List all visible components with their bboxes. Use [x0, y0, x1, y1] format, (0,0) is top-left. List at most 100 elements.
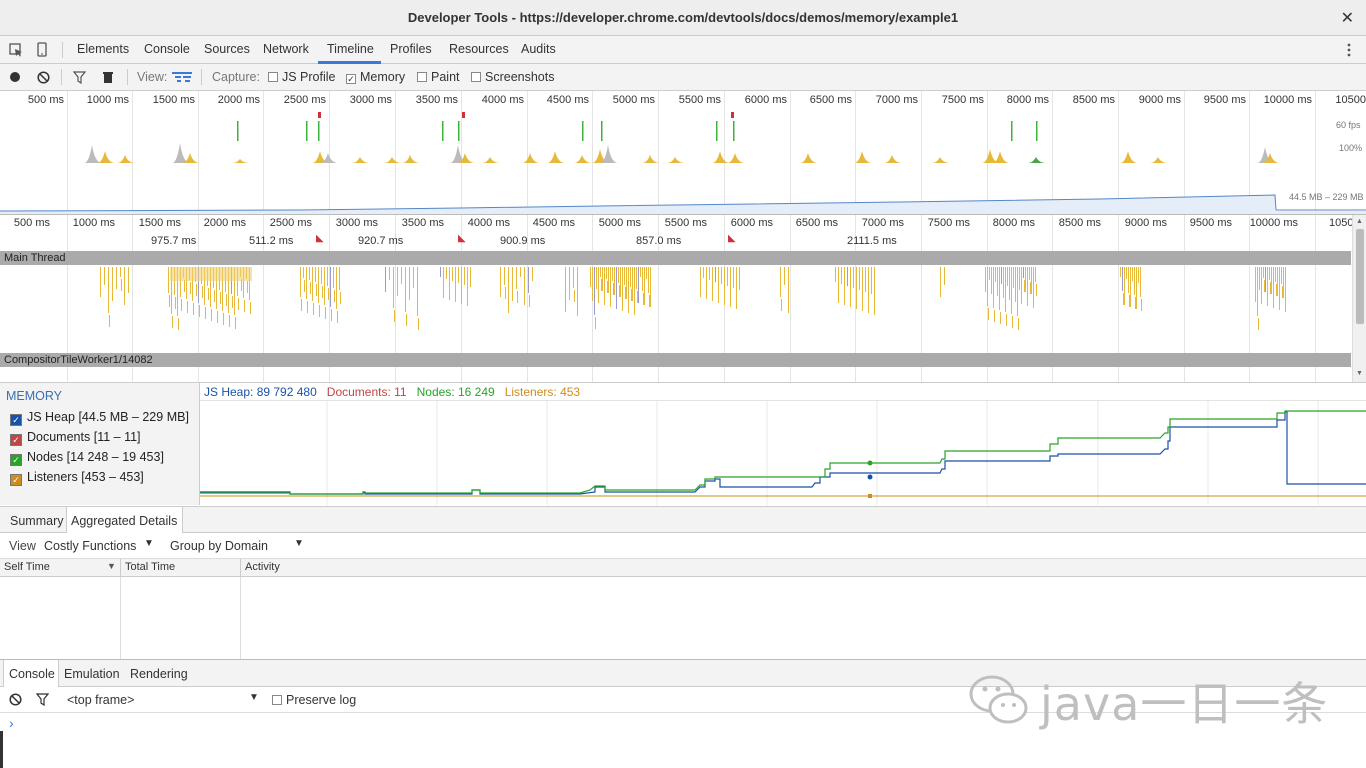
screenshots-checkbox[interactable]	[471, 72, 481, 82]
thread-event	[1269, 267, 1270, 280]
thread-event	[1270, 282, 1271, 294]
counter-listeners[interactable]: ✓ Listeners [453 – 453]	[10, 470, 144, 486]
console-body[interactable]: ›	[0, 713, 1366, 768]
flame-tick-label: 9500 ms	[1189, 217, 1232, 229]
thread-event	[1265, 267, 1266, 292]
tab-aggregated-details[interactable]: Aggregated Details	[71, 514, 178, 528]
flame-tick-label: 6500 ms	[795, 217, 838, 229]
cpu-activity-chart	[84, 143, 1280, 163]
cpu-activity-area	[592, 149, 610, 163]
thread-event	[315, 267, 316, 282]
preserve-log-checkbox[interactable]	[272, 695, 282, 705]
long-frame-marker[interactable]: ◣	[458, 233, 466, 244]
tab-timeline[interactable]: Timeline	[327, 42, 374, 56]
compositor-thread-header[interactable]: CompositorTileWorker1/14082	[0, 353, 1351, 367]
column-activity[interactable]: Activity	[245, 561, 280, 573]
column-total-time[interactable]: Total Time	[125, 561, 176, 573]
capture-screenshots[interactable]: Screenshots	[471, 70, 554, 84]
paint-checkbox[interactable]	[417, 72, 427, 82]
counter-js-heap[interactable]: ✓ JS Heap [44.5 MB – 229 MB]	[10, 410, 189, 426]
thread-event	[1001, 267, 1002, 284]
tab-sources[interactable]: Sources	[204, 42, 250, 56]
drawer-tab-emulation[interactable]: Emulation	[64, 667, 120, 681]
capture-js-profile[interactable]: JS Profile	[268, 70, 336, 84]
tab-elements[interactable]: Elements	[77, 42, 130, 56]
capture-memory[interactable]: ✓ Memory	[346, 70, 405, 84]
main-thread-header[interactable]: Main Thread	[0, 251, 1351, 265]
fps-bar	[442, 121, 444, 141]
capture-paint[interactable]: Paint	[417, 70, 460, 84]
drawer-tab-console[interactable]: Console	[9, 667, 55, 681]
preserve-log[interactable]: Preserve log	[272, 693, 356, 707]
thread-event	[1017, 267, 1018, 316]
thread-event	[443, 267, 444, 298]
cpu-activity-area	[642, 155, 660, 163]
record-icon[interactable]	[9, 71, 21, 83]
trash-icon[interactable]	[102, 70, 114, 84]
flame-tick-label: 1050	[1329, 217, 1352, 229]
frame-select[interactable]: <top frame>	[67, 693, 134, 707]
tab-audits[interactable]: Audits	[521, 42, 556, 56]
thread-event	[1281, 267, 1282, 284]
filter-icon[interactable]	[36, 693, 49, 706]
clear-console-icon[interactable]	[9, 693, 22, 706]
timeline-overview[interactable]: 500 ms 1000 ms 1500 ms 2000 ms 2500 ms 3000 m…	[0, 91, 1366, 215]
filter-icon[interactable]	[73, 71, 86, 84]
thread-event	[1129, 295, 1130, 307]
memory-checkbox[interactable]: ✓	[346, 74, 356, 84]
thread-event	[192, 267, 193, 301]
chevron-down-icon[interactable]: ▼	[144, 538, 154, 549]
thread-event	[853, 267, 854, 288]
clear-icon[interactable]	[37, 71, 50, 84]
thread-event	[1000, 312, 1001, 324]
counter-documents[interactable]: ✓ Documents [11 – 11]	[10, 430, 141, 446]
frame-duration[interactable]: 975.7 ms	[151, 235, 197, 247]
thread-event	[184, 280, 185, 292]
chevron-down-icon[interactable]: ▼	[249, 692, 259, 703]
cpu-activity-area	[992, 151, 1010, 163]
thread-event	[500, 267, 501, 297]
long-frame-marker[interactable]: ◣	[316, 233, 324, 244]
js-profile-checkbox[interactable]	[268, 72, 278, 82]
overview-tick-label: 3000 ms	[349, 94, 392, 106]
inspect-element-icon[interactable]	[9, 43, 23, 57]
thread-event	[104, 267, 105, 285]
tab-console[interactable]: Console	[144, 42, 190, 56]
cpu-activity-area	[932, 157, 950, 163]
flame-view-icon[interactable]	[172, 71, 192, 83]
frame-duration[interactable]: 2111.5 ms	[847, 235, 897, 247]
js-profile-label: JS Profile	[282, 70, 336, 84]
memory-graph-panel[interactable]: JS Heap: 89 792 480 Documents: 11 Nodes:…	[200, 382, 1366, 505]
cpu-activity-area	[884, 155, 902, 163]
tab-summary[interactable]: Summary	[10, 514, 64, 528]
long-frame-marker[interactable]: ◣	[728, 233, 736, 244]
group-select[interactable]: Group by Domain	[170, 539, 268, 553]
frame-duration[interactable]: 511.2 ms	[249, 235, 294, 247]
flame-tick-label: 1500 ms	[138, 217, 181, 229]
more-options-icon[interactable]	[1346, 43, 1352, 57]
view-select[interactable]: Costly Functions	[44, 539, 136, 553]
console-prompt[interactable]: ›	[9, 715, 14, 731]
thread-event	[180, 267, 181, 297]
close-icon[interactable]: ✕	[1340, 10, 1354, 27]
device-mode-icon[interactable]	[37, 42, 47, 57]
flame-scrollbar[interactable]: ▲ ▼	[1352, 215, 1366, 382]
chevron-down-icon[interactable]: ▼	[294, 538, 304, 549]
thread-event	[1135, 297, 1136, 309]
frame-duration[interactable]: 920.7 ms	[358, 235, 404, 247]
counter-nodes[interactable]: ✓ Nodes [14 248 – 19 453]	[10, 450, 164, 466]
tab-profiles[interactable]: Profiles	[390, 42, 432, 56]
frame-duration[interactable]: 857.0 ms	[636, 235, 682, 247]
thread-event	[322, 286, 323, 298]
thread-event	[999, 267, 1000, 310]
flame-chart[interactable]: 500 ms 1000 ms 1500 ms 2000 ms 2500 ms 3000 m…	[0, 215, 1352, 382]
tab-network[interactable]: Network	[263, 42, 309, 56]
tab-resources[interactable]: Resources	[449, 42, 509, 56]
thread-event	[733, 267, 734, 288]
thread-event	[418, 318, 419, 330]
drawer-tab-rendering[interactable]: Rendering	[130, 667, 188, 681]
frame-duration[interactable]: 900.9 ms	[500, 235, 546, 247]
thread-event	[643, 293, 644, 305]
flame-tick-label: 7500 ms	[927, 217, 970, 229]
column-self-time[interactable]: Self Time	[4, 561, 50, 573]
